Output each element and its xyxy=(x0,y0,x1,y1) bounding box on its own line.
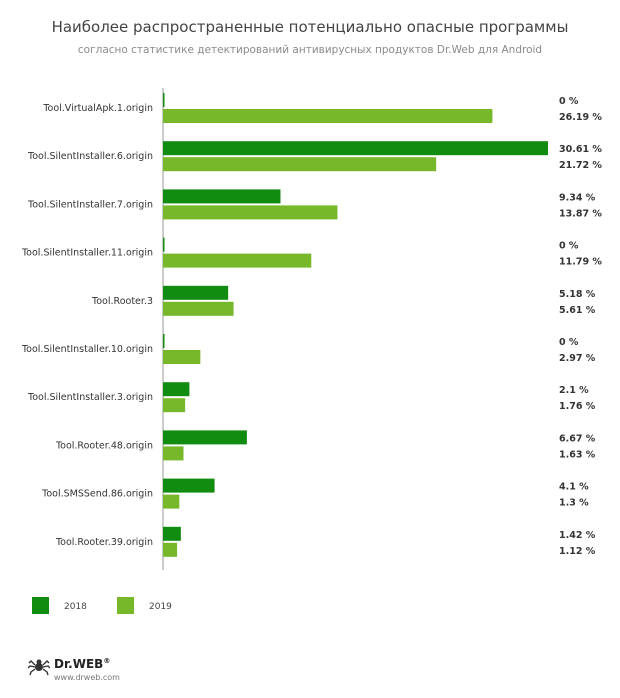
logo-name: Dr.WEB® xyxy=(54,657,111,671)
legend-swatch-2018 xyxy=(32,597,49,614)
value-label-2019: 13.87 % xyxy=(559,208,602,219)
value-label-2019: 1.76 % xyxy=(559,401,596,412)
value-label-2018: 0 % xyxy=(559,241,579,252)
value-label-2018: 9.34 % xyxy=(559,192,596,203)
value-label-2018: 5.18 % xyxy=(559,289,596,300)
category-label: Tool.Rooter.48.origin xyxy=(55,440,153,451)
chart-subtitle: согласно статистике детектирований антив… xyxy=(77,44,543,56)
bar-2019 xyxy=(163,350,201,364)
bar-2019 xyxy=(163,301,234,316)
category-label: Tool.SilentInstaller.3.origin xyxy=(27,392,153,403)
category-label: Tool.Rooter.39.origin xyxy=(55,537,153,548)
legend-swatch-2019 xyxy=(117,597,134,614)
bar-2019 xyxy=(163,253,312,268)
category-label: Tool.VirtualApk.1.origin xyxy=(42,103,153,114)
legend-label-2018: 2018 xyxy=(64,602,87,612)
bar-2018 xyxy=(163,334,165,348)
category-label: Tool.SilentInstaller.7.origin xyxy=(27,199,153,210)
value-label-2018: 6.67 % xyxy=(559,433,596,444)
bar-2018 xyxy=(163,237,165,252)
category-label: Tool.SilentInstaller.11.origin xyxy=(21,248,153,259)
value-label-2019: 1.12 % xyxy=(559,546,596,557)
bar-2019 xyxy=(163,446,184,461)
bar-2019 xyxy=(163,109,493,123)
value-label-2019: 11.79 % xyxy=(559,257,602,268)
value-label-2019: 26.19 % xyxy=(559,112,602,123)
bar-2018 xyxy=(163,93,165,107)
chart-title: Наиболее распространенные потенциально о… xyxy=(51,18,569,36)
value-label-2018: 0 % xyxy=(559,96,579,107)
bar-2019 xyxy=(163,494,180,509)
category-label: Tool.SMSSend.86.origin xyxy=(41,489,153,500)
category-label: Tool.Rooter.3 xyxy=(91,296,153,307)
value-label-2019: 1.63 % xyxy=(559,449,596,460)
bar-2018 xyxy=(163,526,181,541)
value-label-2018: 4.1 % xyxy=(559,482,589,493)
value-label-2019: 21.72 % xyxy=(559,160,602,171)
bar-2018 xyxy=(163,478,215,493)
bar-2018 xyxy=(163,285,229,300)
logo-url: www.drweb.com xyxy=(54,673,120,682)
category-label: Tool.SilentInstaller.10.origin xyxy=(21,344,153,355)
value-label-2019: 1.3 % xyxy=(559,498,589,509)
legend-label-2019: 2019 xyxy=(149,602,172,612)
category-label: Tool.SilentInstaller.6.origin xyxy=(27,151,153,162)
spider-icon xyxy=(28,659,50,676)
bar-2019 xyxy=(163,398,186,413)
bar-2018 xyxy=(163,189,281,204)
bar-2019 xyxy=(163,205,338,220)
value-label-2018: 1.42 % xyxy=(559,530,596,541)
bar-2018 xyxy=(163,382,190,397)
value-label-2018: 30.61 % xyxy=(559,144,602,155)
bar-2018 xyxy=(163,141,548,156)
value-label-2019: 2.97 % xyxy=(559,353,596,364)
value-label-2019: 5.61 % xyxy=(559,305,596,316)
value-label-2018: 0 % xyxy=(559,337,579,348)
bar-2019 xyxy=(163,542,178,557)
value-label-2018: 2.1 % xyxy=(559,385,589,396)
bar-2018 xyxy=(163,430,247,445)
bar-2019 xyxy=(163,157,437,172)
